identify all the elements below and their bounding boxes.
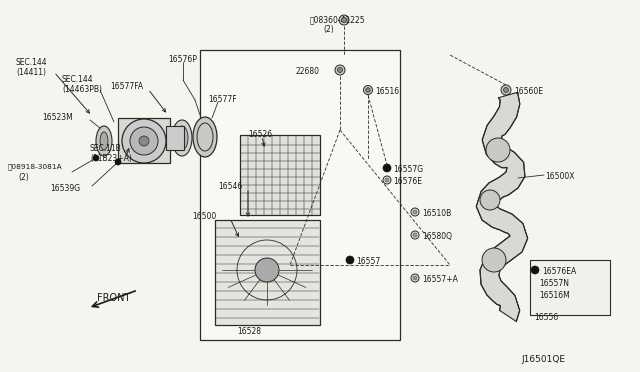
Text: SEC.11B: SEC.11B [90,144,122,153]
Ellipse shape [176,126,188,150]
Text: 16577FA: 16577FA [110,82,143,91]
Text: Ⓢ08360-41225: Ⓢ08360-41225 [310,15,365,24]
Text: 16557G: 16557G [393,165,423,174]
Circle shape [335,65,345,75]
Bar [215,220,320,325]
Ellipse shape [193,117,217,157]
Text: 16516: 16516 [375,87,399,96]
Circle shape [115,159,121,165]
Circle shape [486,138,510,162]
Text: Ⓢ08918-3081A: Ⓢ08918-3081A [8,163,63,170]
Circle shape [383,176,391,184]
Circle shape [93,155,99,161]
Text: (14463PB): (14463PB) [62,85,102,94]
Text: 16576EA: 16576EA [542,267,576,276]
Text: SEC.144: SEC.144 [62,75,93,84]
Bar [530,260,610,315]
Text: 16580Q: 16580Q [422,232,452,241]
Circle shape [413,276,417,280]
Text: 16546: 16546 [218,182,243,191]
Circle shape [139,136,149,146]
Circle shape [122,119,166,163]
Circle shape [364,86,372,94]
Bar [240,135,320,215]
Bar [166,126,184,150]
Circle shape [342,17,346,22]
Circle shape [482,248,506,272]
Text: 16539G: 16539G [50,184,80,193]
Text: 16528: 16528 [237,327,261,336]
Text: 16516M: 16516M [539,291,570,300]
Text: 16557: 16557 [356,257,380,266]
Text: SEC.144: SEC.144 [16,58,47,67]
Text: 16523M: 16523M [42,113,73,122]
Bar [200,50,400,340]
Ellipse shape [96,126,112,156]
Polygon shape [476,92,528,321]
Text: 16557N: 16557N [539,279,569,288]
Text: (14411): (14411) [16,68,46,77]
Text: 16576P: 16576P [168,55,197,64]
Ellipse shape [100,132,108,150]
Circle shape [504,87,509,93]
Circle shape [385,178,389,182]
Circle shape [383,164,391,172]
Text: J16501QE: J16501QE [521,355,565,364]
Text: 16560E: 16560E [514,87,543,96]
Circle shape [365,88,371,92]
Ellipse shape [172,120,192,156]
Text: 16500: 16500 [192,212,216,221]
Circle shape [411,208,419,216]
Text: 16577F: 16577F [208,95,237,104]
Circle shape [480,190,500,210]
Circle shape [413,233,417,237]
Text: (2): (2) [18,173,29,182]
Text: 16500X: 16500X [545,172,575,181]
Text: FRONT: FRONT [97,293,131,303]
Text: (11B23+A): (11B23+A) [90,154,132,163]
Bar [118,118,170,163]
Text: 22680: 22680 [296,67,320,76]
Text: 16510B: 16510B [422,209,451,218]
Circle shape [337,67,342,73]
Circle shape [339,15,349,25]
Text: (2): (2) [323,25,333,34]
Text: 16576E: 16576E [393,177,422,186]
Circle shape [411,274,419,282]
Circle shape [411,231,419,239]
Text: 16557+A: 16557+A [422,275,458,284]
Text: 16526: 16526 [248,130,272,139]
Circle shape [501,85,511,95]
Circle shape [130,127,158,155]
Text: 16556: 16556 [534,313,558,322]
Circle shape [346,256,354,264]
Circle shape [531,266,539,274]
Circle shape [413,210,417,214]
Circle shape [255,258,279,282]
